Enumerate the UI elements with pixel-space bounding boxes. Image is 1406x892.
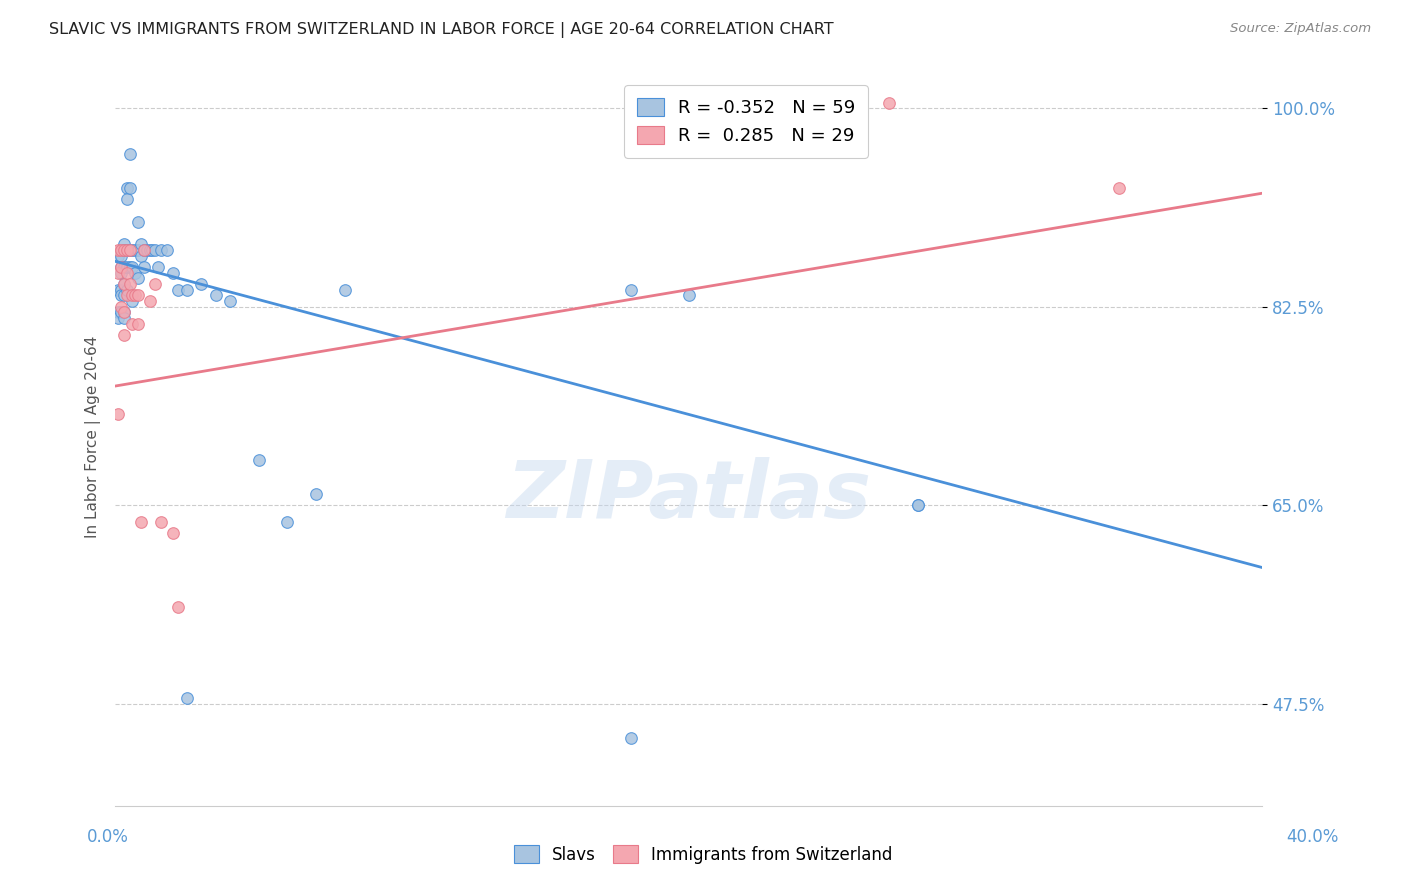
Point xyxy=(132,260,155,274)
Point xyxy=(110,249,132,263)
Point xyxy=(112,288,135,302)
Point xyxy=(127,317,149,331)
Point xyxy=(176,690,198,705)
Point xyxy=(118,260,141,274)
Point xyxy=(107,283,129,297)
Point xyxy=(118,243,141,257)
Point xyxy=(127,271,149,285)
Point xyxy=(305,487,328,501)
Point xyxy=(167,600,190,615)
Point xyxy=(1108,180,1130,194)
Point xyxy=(138,293,160,308)
Text: SLAVIC VS IMMIGRANTS FROM SWITZERLAND IN LABOR FORCE | AGE 20-64 CORRELATION CHA: SLAVIC VS IMMIGRANTS FROM SWITZERLAND IN… xyxy=(49,22,834,38)
Point xyxy=(156,243,179,257)
Point xyxy=(112,243,135,257)
Point xyxy=(143,243,166,257)
Point xyxy=(115,180,138,194)
Point xyxy=(247,452,270,467)
Point xyxy=(115,266,138,280)
Point xyxy=(107,266,129,280)
Point xyxy=(118,180,141,194)
Point xyxy=(129,515,152,529)
Point xyxy=(143,277,166,291)
Point xyxy=(132,243,155,257)
Point xyxy=(112,243,135,257)
Point xyxy=(110,283,132,297)
Point xyxy=(118,243,141,257)
Point xyxy=(118,277,141,291)
Point xyxy=(135,243,157,257)
Point xyxy=(276,515,298,529)
Point xyxy=(620,731,643,745)
Point xyxy=(141,243,163,257)
Point xyxy=(150,515,173,529)
Legend: Slavs, Immigrants from Switzerland: Slavs, Immigrants from Switzerland xyxy=(508,838,898,871)
Point xyxy=(110,266,132,280)
Legend: R = -0.352   N = 59, R =  0.285   N = 29: R = -0.352 N = 59, R = 0.285 N = 29 xyxy=(624,85,868,158)
Point xyxy=(176,283,198,297)
Point xyxy=(148,260,170,274)
Point xyxy=(107,311,129,326)
Point xyxy=(118,146,141,161)
Point xyxy=(129,237,152,252)
Point xyxy=(115,243,138,257)
Point xyxy=(124,266,146,280)
Point xyxy=(138,243,160,257)
Point xyxy=(204,288,226,302)
Point xyxy=(907,498,929,512)
Point xyxy=(333,283,356,297)
Point xyxy=(162,266,184,280)
Point xyxy=(124,288,146,302)
Point xyxy=(112,328,135,343)
Point xyxy=(127,288,149,302)
Text: ZIPatlas: ZIPatlas xyxy=(506,457,872,535)
Point xyxy=(121,243,143,257)
Point xyxy=(620,283,643,297)
Point xyxy=(110,243,132,257)
Point xyxy=(162,526,184,541)
Point xyxy=(110,300,132,314)
Point xyxy=(127,214,149,228)
Point xyxy=(107,408,129,422)
Point xyxy=(107,305,129,319)
Point xyxy=(107,249,129,263)
Point xyxy=(127,243,149,257)
Point xyxy=(115,192,138,206)
Point xyxy=(150,243,173,257)
Text: Source: ZipAtlas.com: Source: ZipAtlas.com xyxy=(1230,22,1371,36)
Point xyxy=(190,277,212,291)
Point xyxy=(112,305,135,319)
Point xyxy=(110,305,132,319)
Point xyxy=(115,288,138,302)
Point xyxy=(121,288,143,302)
Point xyxy=(115,283,138,297)
Point xyxy=(218,293,240,308)
Point xyxy=(124,243,146,257)
Text: 0.0%: 0.0% xyxy=(87,828,129,846)
Point xyxy=(112,277,135,291)
Point xyxy=(907,498,929,512)
Y-axis label: In Labor Force | Age 20-64: In Labor Force | Age 20-64 xyxy=(86,336,101,538)
Point xyxy=(129,249,152,263)
Text: 40.0%: 40.0% xyxy=(1286,828,1339,846)
Point xyxy=(112,260,135,274)
Point xyxy=(678,288,700,302)
Point xyxy=(879,95,901,110)
Point xyxy=(112,305,135,319)
Point xyxy=(110,243,132,257)
Point xyxy=(110,260,132,274)
Point xyxy=(115,260,138,274)
Point xyxy=(110,288,132,302)
Point xyxy=(121,317,143,331)
Point xyxy=(112,311,135,326)
Point xyxy=(121,293,143,308)
Point xyxy=(167,283,190,297)
Point xyxy=(112,237,135,252)
Point xyxy=(112,277,135,291)
Point xyxy=(110,260,132,274)
Point xyxy=(132,243,155,257)
Point xyxy=(107,243,129,257)
Point xyxy=(115,243,138,257)
Point xyxy=(121,260,143,274)
